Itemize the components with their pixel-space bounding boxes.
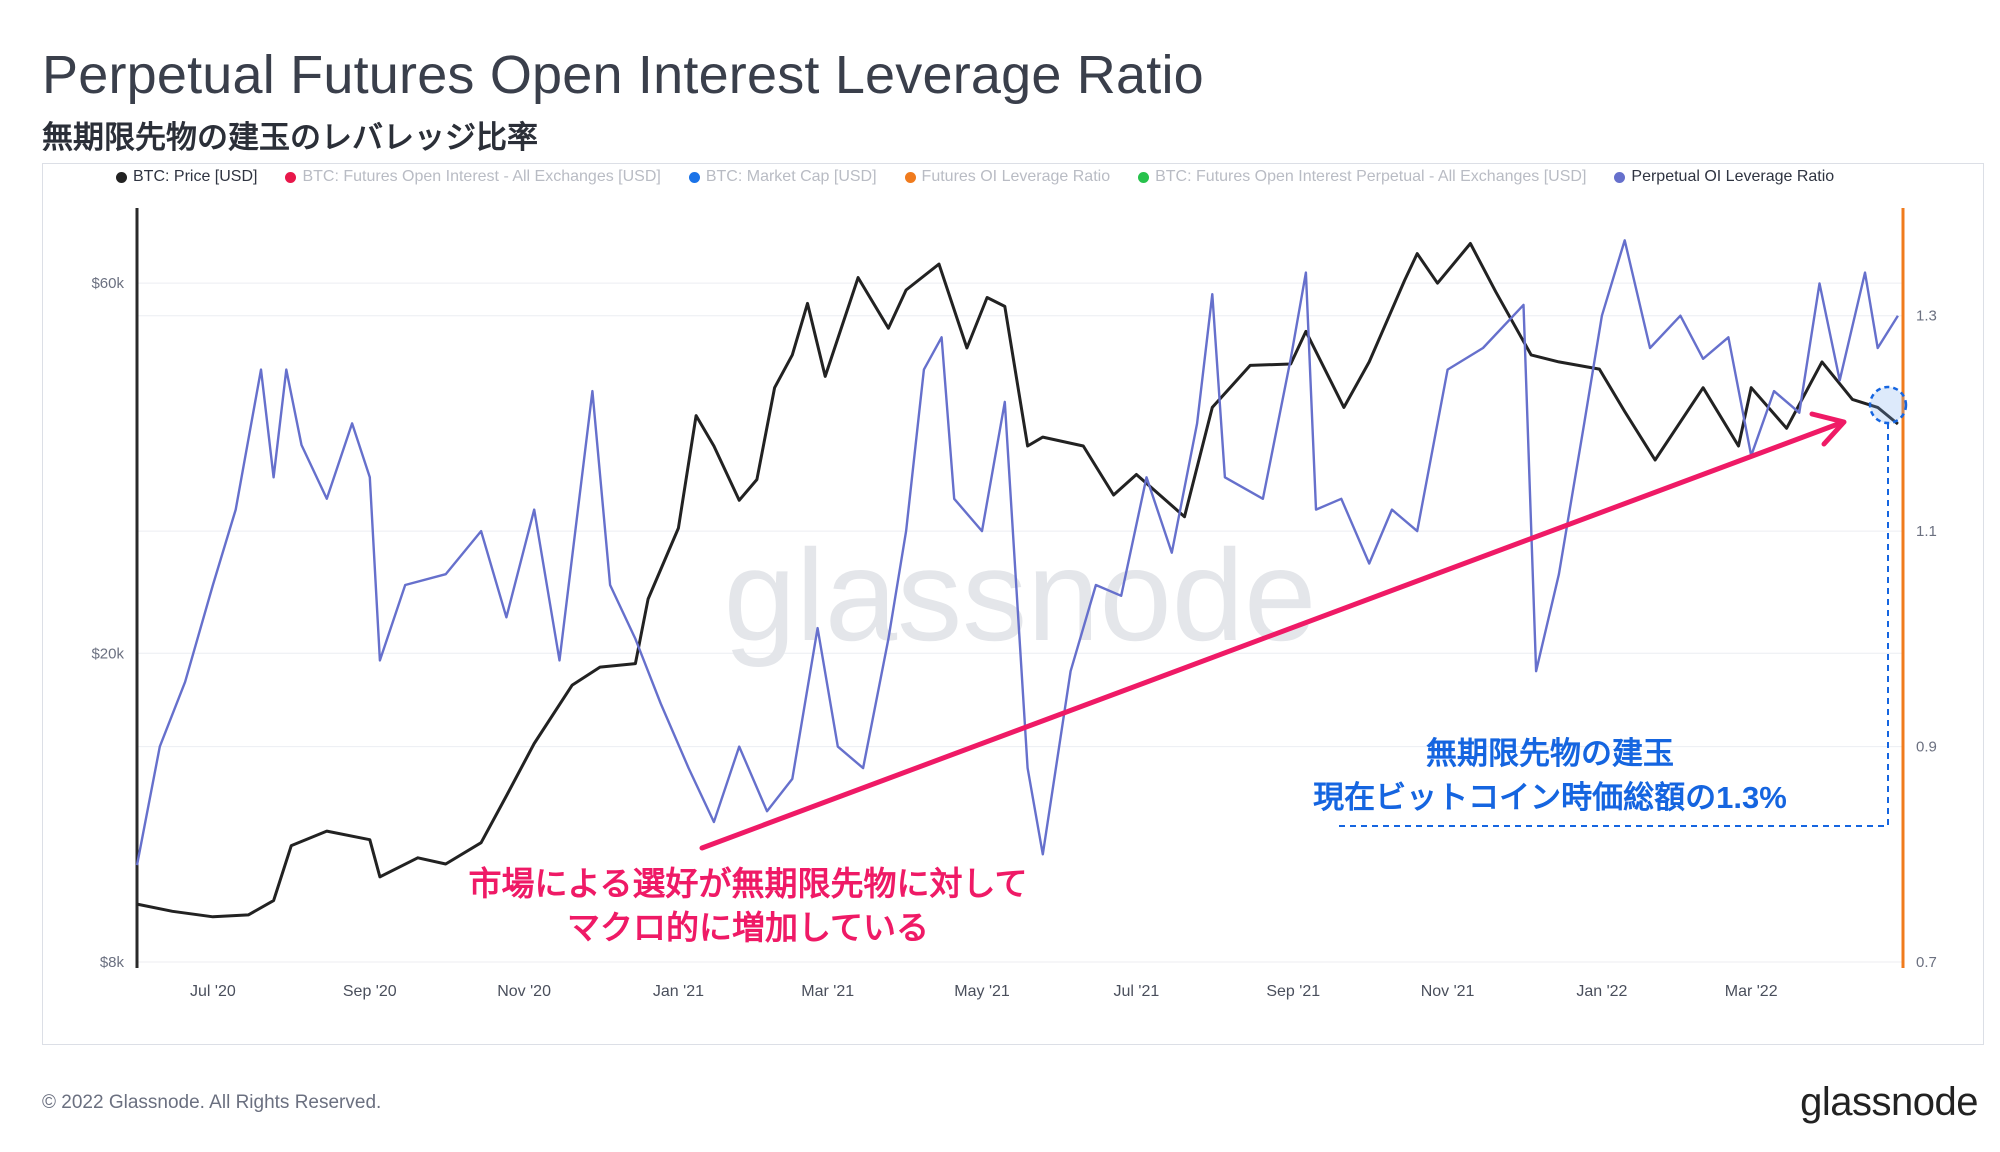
annotation-pink: 市場による選好が無期限先物に対して マクロ的に増加している — [458, 862, 1038, 950]
legend-label: Perpetual OI Leverage Ratio — [1631, 168, 1835, 185]
annotation-pink-line-2: マクロ的に増加している — [566, 909, 929, 946]
legend-item-futures-oi-leverage[interactable]: Futures OI Leverage Ratio — [904, 168, 1111, 186]
annotation-blue-line-2: 現在ビットコイン時価総額の1.3% — [1313, 780, 1787, 815]
legend-dot-icon — [904, 171, 916, 183]
legend-item-btc-price[interactable]: BTC: Price [USD] — [116, 168, 257, 186]
y-right-tick-label: 0.9 — [1916, 739, 1937, 756]
legend-dot-icon — [1138, 171, 1150, 183]
legend-dot-icon — [116, 171, 127, 183]
page-subtitle: 無期限先物の建玉のレバレッジ比率 — [42, 120, 538, 155]
annotation-blue-line-1: 無期限先物の建玉 — [1426, 736, 1674, 771]
page-title: Perpetual Futures Open Interest Leverage… — [42, 45, 1204, 105]
legend-label: BTC: Price [USD] — [133, 168, 258, 185]
y-right-tick-label: 0.7 — [1916, 954, 1937, 971]
y-right-tick-label: 1.3 — [1916, 308, 1937, 325]
legend-label: Futures OI Leverage Ratio — [921, 168, 1111, 185]
x-tick-label: Sep '20 — [343, 983, 397, 1000]
legend-dot-icon — [1614, 171, 1626, 183]
legend-dot-icon — [688, 171, 700, 183]
trend-arrow-line — [699, 421, 1841, 851]
btc-price-line — [136, 242, 1899, 919]
x-tick-label: Jan '21 — [653, 983, 704, 1000]
legend-item-perpetual-oi-leverage[interactable]: Perpetual OI Leverage Ratio — [1614, 168, 1834, 186]
y-left-tick-label: $20k — [91, 645, 124, 662]
legend-item-market-cap[interactable]: BTC: Market Cap [USD] — [688, 168, 877, 186]
legend-dot-icon — [285, 171, 297, 183]
x-tick-label: Nov '20 — [497, 983, 551, 1000]
x-tick-label: Nov '21 — [1421, 983, 1475, 1000]
legend-label: BTC: Futures Open Interest Perpetual - A… — [1155, 168, 1587, 185]
chart-panel — [42, 163, 1984, 1045]
annotation-blue: 無期限先物の建玉 現在ビットコイン時価総額の1.3% — [1270, 732, 1830, 820]
y-left-tick-label: $8k — [100, 954, 125, 971]
copyright-text: © 2022 Glassnode. All Rights Reserved. — [42, 1092, 382, 1113]
glassnode-logo: glassnode — [1800, 1080, 1978, 1124]
legend-item-futures-oi-perpetual[interactable]: BTC: Futures Open Interest Perpetual - A… — [1138, 168, 1586, 186]
x-tick-label: Jan '22 — [1576, 983, 1627, 1000]
y-right-tick-label: 1.1 — [1916, 523, 1937, 540]
callout-dashed-leader — [1336, 423, 1889, 827]
x-tick-label: Mar '21 — [801, 983, 854, 1000]
chart-legend: BTC: Price [USD] BTC: Futures Open Inter… — [116, 168, 1834, 186]
x-tick-label: Jul '20 — [190, 983, 236, 1000]
x-tick-label: Mar '22 — [1725, 983, 1778, 1000]
x-tick-label: May '21 — [954, 983, 1010, 1000]
trend-arrow-head-icon — [1809, 411, 1847, 447]
legend-item-futures-oi[interactable]: BTC: Futures Open Interest - All Exchang… — [285, 168, 661, 186]
perpetual-oi-leverage-line — [135, 239, 1899, 866]
x-tick-label: Sep '21 — [1266, 983, 1320, 1000]
legend-label: BTC: Market Cap [USD] — [705, 168, 877, 185]
legend-label: BTC: Futures Open Interest - All Exchang… — [302, 168, 661, 185]
annotation-pink-line-1: 市場による選好が無期限先物に対して — [468, 865, 1028, 902]
y-left-tick-label: $60k — [91, 275, 124, 292]
x-tick-label: Jul '21 — [1114, 983, 1160, 1000]
current-value-marker-icon — [1868, 385, 1908, 425]
